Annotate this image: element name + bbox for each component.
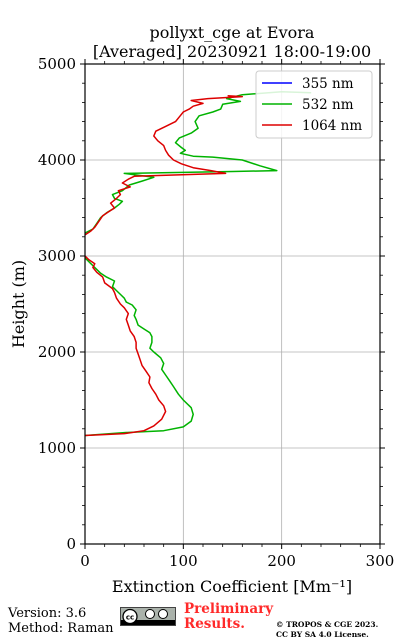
- copyright-line-2: CC BY SA 4.0 License.: [276, 629, 369, 639]
- preliminary-results-notice: Preliminary Results.: [184, 602, 273, 632]
- method-text: Method: Raman: [8, 621, 114, 636]
- x-tick-label: 0: [80, 552, 90, 570]
- chart-legend: 355 nm 532 nm 1064 nm: [255, 70, 373, 139]
- preliminary-line-1: Preliminary: [184, 601, 274, 617]
- cc-license-badge: cc: [120, 607, 176, 626]
- y-tick-label: 5000: [38, 55, 76, 73]
- y-tick-label: 0: [66, 535, 76, 553]
- legend-box: [255, 70, 373, 139]
- y-tick-label: 3000: [38, 247, 76, 265]
- x-tick-label: 200: [267, 552, 296, 570]
- y-axis-label: Height (m): [9, 260, 28, 348]
- legend-label-532: 532 nm: [302, 97, 354, 113]
- chart-title: pollyxt_cge at Evora: [150, 23, 315, 42]
- x-axis-label: Extinction Coefficient [Mm⁻¹]: [112, 577, 352, 596]
- y-tick-label: 2000: [38, 343, 76, 361]
- plot-frame: [84, 63, 381, 545]
- grid-lines: [85, 64, 380, 544]
- preliminary-line-2: Results.: [184, 616, 245, 632]
- version-text: Version: 3.6: [8, 606, 87, 621]
- series-line-1064-nm: [84, 94, 244, 437]
- legend-label-355: 355 nm: [302, 76, 354, 92]
- y-tick-label: 1000: [38, 439, 76, 457]
- cc-logo-text: cc: [126, 614, 134, 622]
- y-tick-label: 4000: [38, 151, 76, 169]
- copyright-line-1: © TROPOS & CGE 2023.: [276, 620, 379, 629]
- legend-label-1064: 1064 nm: [302, 118, 362, 134]
- chart-subtitle: [Averaged] 20230921 18:00-19:00: [93, 42, 371, 61]
- copyright-notice: © TROPOS & CGE 2023. CC BY SA 4.0 Licens…: [276, 620, 378, 639]
- x-tick-label: 300: [366, 552, 395, 570]
- series-lines: [84, 91, 312, 437]
- series-line-532-nm: [84, 91, 312, 437]
- x-tick-label: 100: [169, 552, 198, 570]
